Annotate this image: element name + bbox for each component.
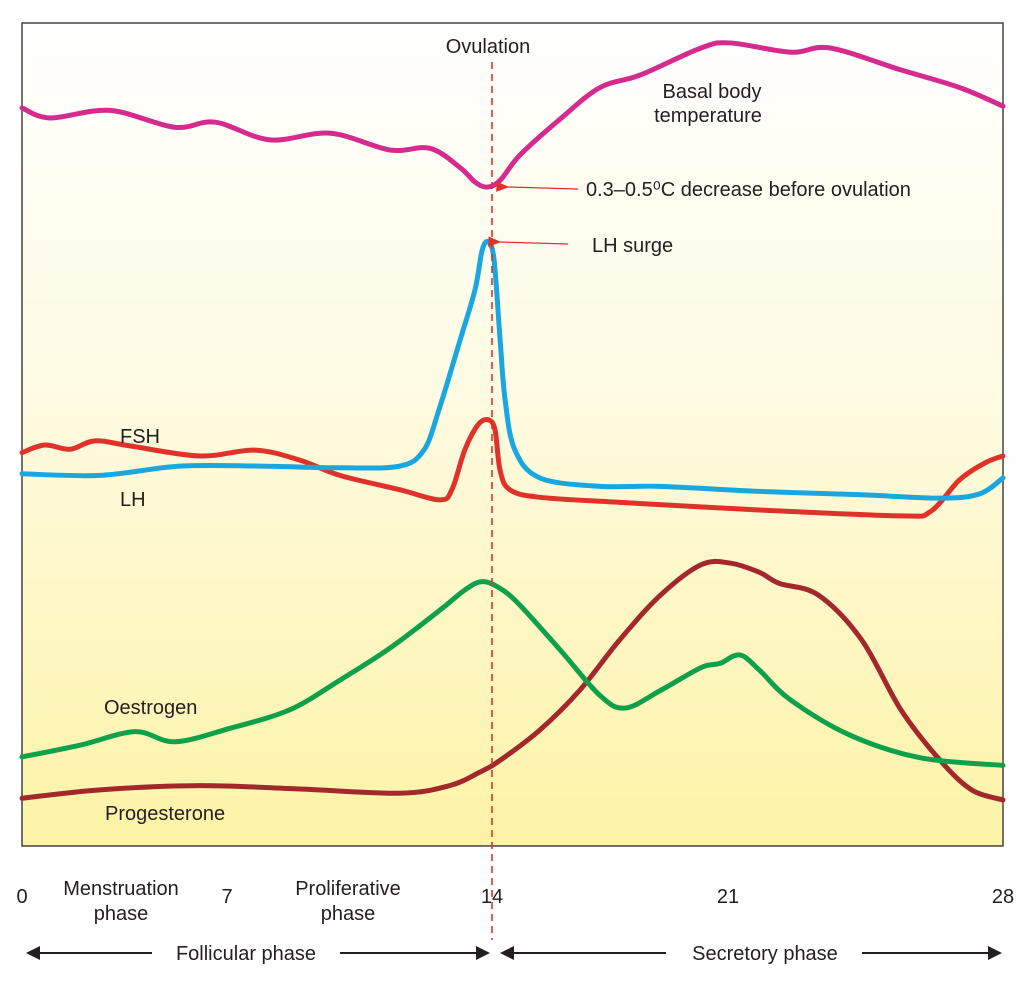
ovulation-label: Ovulation (446, 36, 531, 58)
series-label-bbt-1: Basal body (663, 81, 762, 103)
series-label-lh: LH (120, 489, 146, 511)
secretory-phase-label: Secretory phase (692, 943, 838, 965)
series-line-oestrogen (19, 579, 1006, 768)
series-label-fsh: FSH (120, 426, 160, 448)
series-line-fsh (19, 416, 1006, 519)
follicular-phase-label: Follicular phase (176, 943, 316, 965)
series-line-progesterone (19, 558, 1006, 803)
menstruation-phase-label-1: Menstruation (63, 878, 179, 900)
x-tick-14: 14 (481, 886, 503, 908)
series-line-basal-body-temperature (19, 40, 1006, 190)
x-tick-21: 21 (717, 886, 739, 908)
series-label-progesterone: Progesterone (105, 803, 225, 825)
temp-drop-annotation: 0.3–0.5⁰C decrease before ovulation (586, 179, 911, 201)
series-label-oestrogen: Oestrogen (104, 697, 197, 719)
temp-drop-arrow (496, 181, 579, 192)
menstruation-phase-label-2: phase (94, 903, 149, 925)
series-label-bbt-2: temperature (654, 105, 762, 127)
proliferative-phase-label-1: Proliferative (295, 878, 401, 900)
follicular-phase-arrow (26, 946, 490, 960)
x-tick-7: 7 (221, 886, 232, 908)
x-tick-28: 28 (992, 886, 1014, 908)
lh-surge-arrow (488, 236, 569, 247)
secretory-phase-arrow (500, 946, 1002, 960)
x-tick-0: 0 (16, 886, 27, 908)
lh-surge-annotation: LH surge (592, 235, 673, 257)
proliferative-phase-label-2: phase (321, 903, 376, 925)
